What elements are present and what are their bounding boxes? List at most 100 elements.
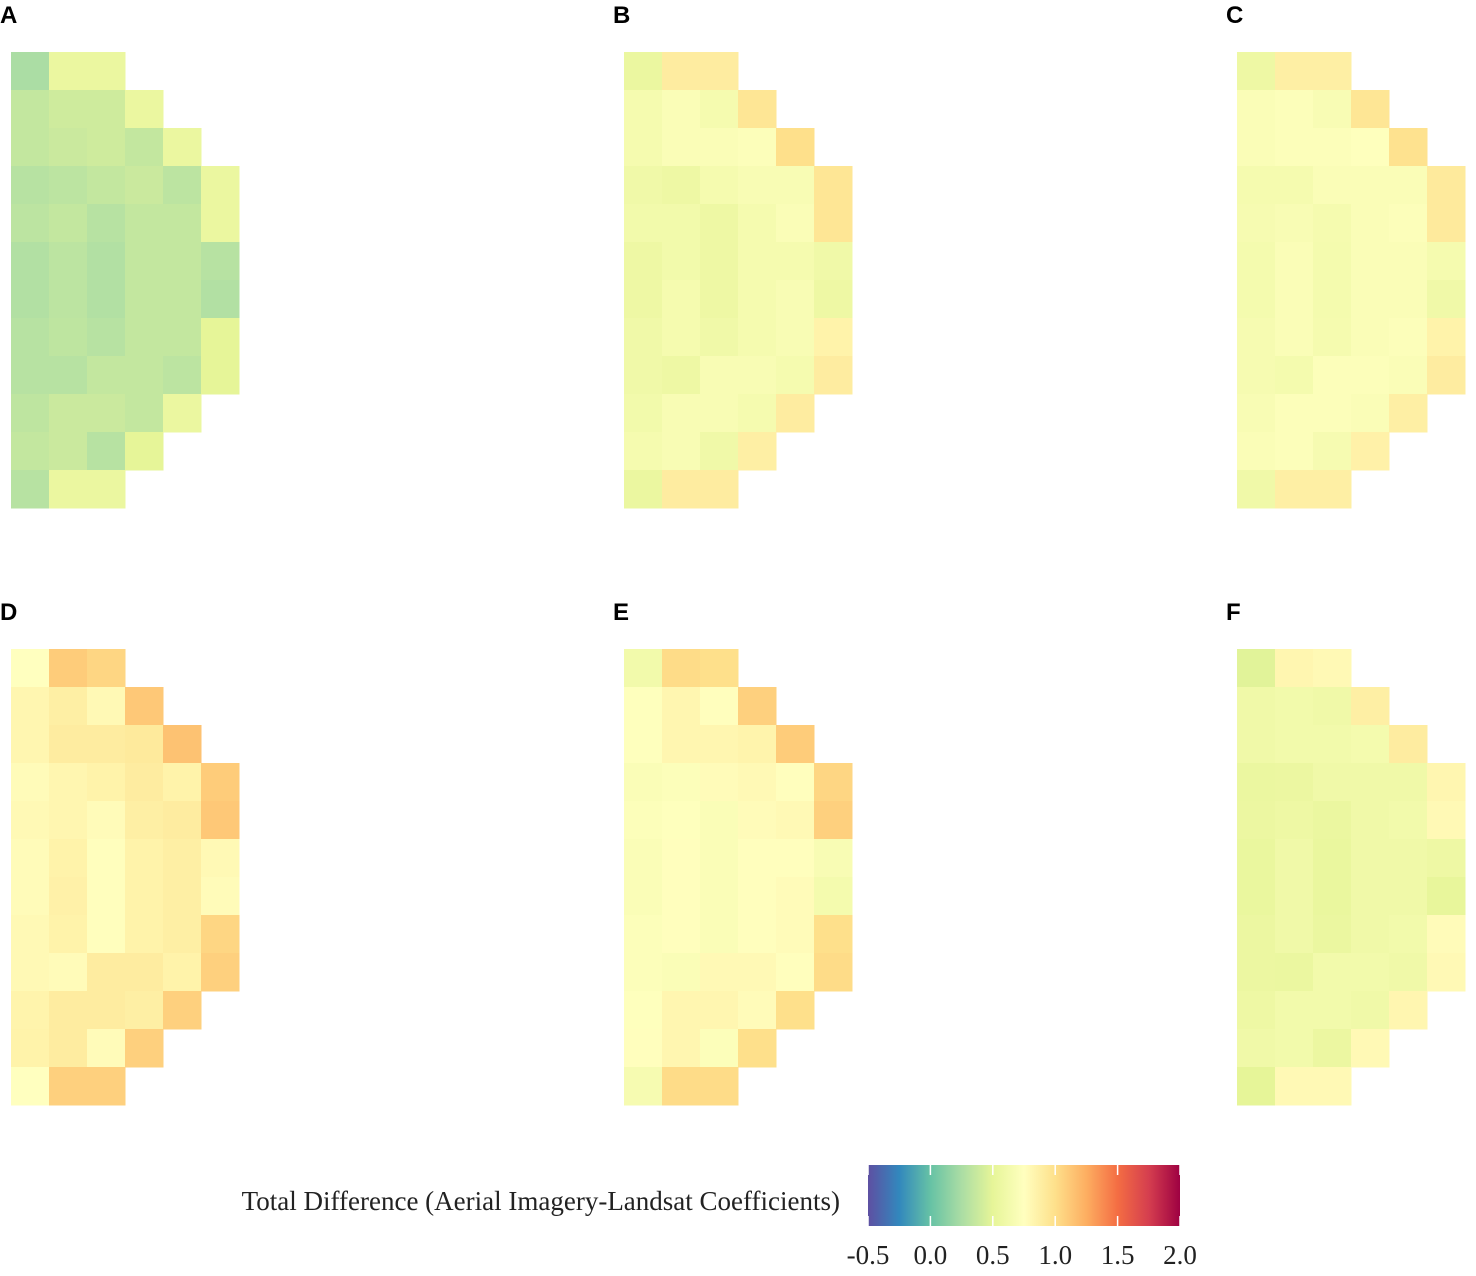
heatmap-cell [1313, 242, 1352, 281]
heatmap-cell [1237, 763, 1276, 802]
heatmap-cell [662, 763, 701, 802]
heatmap-cell [11, 318, 50, 357]
heatmap-cell [1389, 801, 1428, 840]
heatmap-cell [1275, 432, 1314, 471]
heatmap-cell [624, 90, 663, 129]
heatmap-cell [49, 763, 88, 802]
heatmap-cell [1237, 991, 1276, 1030]
heatmap-cell [662, 52, 701, 91]
heatmap-cell [87, 166, 126, 205]
heatmap-cell [87, 280, 126, 319]
heatmap-cell [11, 90, 50, 129]
heatmap-cell [125, 915, 164, 954]
heatmap-cell [1275, 953, 1314, 992]
heatmap-cell [1275, 318, 1314, 357]
heatmap-cell [1351, 394, 1390, 433]
heatmap-cell [1351, 801, 1390, 840]
heatmap-cell [1275, 280, 1314, 319]
heatmap-cell [738, 356, 777, 395]
heatmap-cell [700, 953, 739, 992]
heatmap-cell [1313, 877, 1352, 916]
heatmap-cell [163, 991, 202, 1030]
heatmap-cell [776, 242, 815, 281]
heatmap-cell [125, 991, 164, 1030]
heatmap-cell [1237, 394, 1276, 433]
heatmap-cell [11, 991, 50, 1030]
heatmap-cell [814, 839, 853, 878]
heatmap-cell [1313, 953, 1352, 992]
heatmap-cell [624, 318, 663, 357]
heatmap-cell [49, 128, 88, 167]
heatmap-cell [125, 128, 164, 167]
heatmap-cell [201, 318, 240, 357]
heatmap-cell [1389, 204, 1428, 243]
heatmap-cell [163, 242, 202, 281]
heatmap-cell [624, 280, 663, 319]
heatmap-cell [1313, 763, 1352, 802]
heatmap-cell [11, 204, 50, 243]
heatmap-cell [163, 763, 202, 802]
heatmap-cell [125, 166, 164, 205]
heatmap-cell [738, 204, 777, 243]
heatmap-cell [125, 90, 164, 129]
heatmap-cell [738, 991, 777, 1030]
heatmap-cell [49, 687, 88, 726]
heatmap-cell [1389, 877, 1428, 916]
heatmap-cell [1351, 763, 1390, 802]
heatmap-cell [700, 1029, 739, 1068]
heatmap-cell [125, 877, 164, 916]
heatmap-cell [49, 52, 88, 91]
heatmap-cell [87, 649, 126, 688]
heatmap-cell [87, 1029, 126, 1068]
heatmap-cell [738, 432, 777, 471]
heatmap-cell [624, 1029, 663, 1068]
colorbar-tick-label: 1.0 [1038, 1240, 1072, 1270]
heatmap-cell [776, 318, 815, 357]
heatmap-cell [1427, 280, 1466, 319]
heatmap-cell [1275, 1029, 1314, 1068]
heatmap-cell [87, 242, 126, 281]
heatmap-cell [738, 877, 777, 916]
heatmap-cell [11, 839, 50, 878]
heatmap-cell [662, 649, 701, 688]
heatmap-cell [49, 1029, 88, 1068]
heatmap-cell [1313, 52, 1352, 91]
heatmap-cell [1275, 725, 1314, 764]
heatmap-cell [738, 128, 777, 167]
heatmap-cell [1237, 470, 1276, 509]
heatmap-cell [1313, 725, 1352, 764]
heatmap-cell [1275, 763, 1314, 802]
heatmap-cell [1313, 470, 1352, 509]
heatmap-cell [624, 991, 663, 1030]
heatmap-cell [624, 394, 663, 433]
heatmap-cell [1313, 801, 1352, 840]
heatmap-cell [1313, 204, 1352, 243]
heatmap-cell [1427, 763, 1466, 802]
heatmap-cell [125, 394, 164, 433]
heatmap-cell [49, 204, 88, 243]
heatmap-cell [87, 915, 126, 954]
heatmap-cell [700, 1067, 739, 1106]
heatmap-cell [700, 470, 739, 509]
heatmap-cell [87, 877, 126, 916]
heatmap-cell [125, 318, 164, 357]
heatmap-cell [662, 953, 701, 992]
heatmap-cell [1427, 877, 1466, 916]
heatmap-cell [1237, 204, 1276, 243]
heatmap-cell [1313, 356, 1352, 395]
heatmap-cell [662, 801, 701, 840]
heatmap-cell [1237, 52, 1276, 91]
heatmap-cell [1313, 839, 1352, 878]
heatmap-cell [624, 953, 663, 992]
heatmap-cell [662, 128, 701, 167]
heatmap-cell [776, 204, 815, 243]
heatmap-cell [662, 394, 701, 433]
heatmap-cell [624, 877, 663, 916]
heatmap-cell [1237, 953, 1276, 992]
heatmap-cell [624, 470, 663, 509]
heatmap-cell [738, 763, 777, 802]
heatmap-cell [1427, 318, 1466, 357]
heatmap-cell [738, 725, 777, 764]
heatmap-cell [163, 128, 202, 167]
heatmap-cell [814, 915, 853, 954]
